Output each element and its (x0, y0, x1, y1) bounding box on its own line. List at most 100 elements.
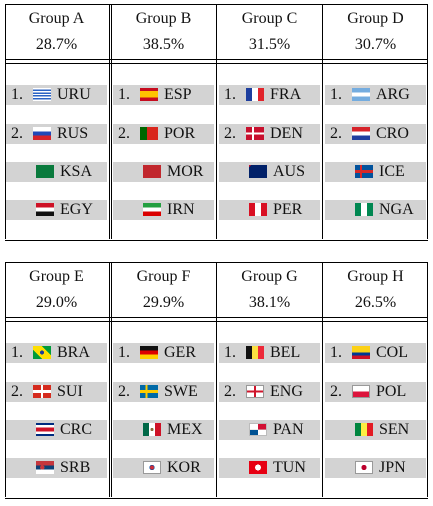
team-row: 1. BEL (219, 343, 320, 363)
group-percentage: 29.9% (142, 294, 185, 311)
sui-flag-icon (33, 385, 51, 398)
team-row: CRC (6, 420, 107, 440)
team-row: 2. SWE (113, 382, 214, 402)
group-c-header: Group C 31.5% (218, 5, 321, 59)
srb-flag-icon (36, 461, 54, 474)
team-code: KSA (60, 163, 93, 180)
group-percentage: 28.7% (35, 36, 78, 53)
team-row: 1. ESP (113, 85, 214, 105)
team-code: MEX (167, 421, 203, 438)
team-code: MOR (167, 163, 204, 180)
team-code: POR (164, 125, 196, 142)
group-name: Group E (29, 268, 84, 285)
team-code: EGY (60, 201, 93, 218)
group-percentage: 38.5% (142, 36, 185, 53)
team-row: TUN (219, 458, 320, 478)
pan-flag-icon (249, 423, 267, 436)
team-row: 2. POL (325, 382, 426, 402)
group-a-teams: 1. URU 2. RUS KSA EGY (5, 64, 108, 240)
col-flag-icon (352, 346, 370, 359)
pol-flag-icon (352, 385, 370, 398)
group-percentage: 30.7% (354, 36, 397, 53)
team-row: ICE (325, 162, 426, 182)
group-percentage: 38.1% (248, 294, 291, 311)
border-right (427, 4, 428, 239)
group-percentage: 29.0% (35, 294, 78, 311)
sen-flag-icon (355, 423, 373, 436)
team-rank: 2. (118, 383, 130, 400)
teams-body: 1. BRA 2. SUI CRC SRB 1. GER 2. SWE MEX KOR 1. BEL 2… (5, 321, 428, 499)
team-row: JPN (325, 458, 426, 478)
ice-flag-icon (355, 165, 373, 178)
team-row: 1. ARG (325, 85, 426, 105)
team-row: 2. RUS (6, 124, 107, 144)
aus-flag-icon (249, 165, 267, 178)
column-divider (109, 4, 110, 239)
team-code: ICE (379, 163, 405, 180)
swe-flag-icon (140, 385, 158, 398)
team-rank: 1. (330, 344, 342, 361)
team-code: SWE (164, 383, 198, 400)
team-rank: 1. (330, 86, 342, 103)
ksa-flag-icon (36, 165, 54, 178)
team-row: KSA (6, 162, 107, 182)
column-divider (322, 4, 323, 239)
team-code: DEN (270, 125, 303, 142)
ger-flag-icon (140, 346, 158, 359)
por-flag-icon (140, 127, 158, 140)
team-row: MOR (113, 162, 214, 182)
column-divider (322, 262, 323, 497)
border-left (5, 4, 6, 239)
nga-flag-icon (355, 203, 373, 216)
teams-body: 1. URU 2. RUS KSA EGY 1. ESP 2. POR MOR IRN 1. FRA 2… (5, 63, 428, 241)
team-code: IRN (167, 201, 195, 218)
group-name: Group H (347, 268, 404, 285)
irn-flag-icon (143, 203, 161, 216)
team-row: SRB (6, 458, 107, 478)
border-right (427, 262, 428, 497)
group-h-teams: 1. COL 2. POL SEN JPN (324, 322, 427, 498)
bra-flag-icon (33, 346, 51, 359)
team-code: ARG (376, 86, 410, 103)
tun-flag-icon (249, 461, 267, 474)
group-d-teams: 1. ARG 2. CRO ICE NGA (324, 64, 427, 240)
team-row: KOR (113, 458, 214, 478)
arg-flag-icon (352, 88, 370, 101)
group-name: Group G (241, 268, 298, 285)
rus-flag-icon (33, 127, 51, 140)
team-rank: 2. (224, 383, 236, 400)
team-row: AUS (219, 162, 320, 182)
column-divider (111, 262, 112, 497)
group-b-header: Group B 38.5% (112, 5, 215, 59)
team-row: PER (219, 200, 320, 220)
group-c-teams: 1. FRA 2. DEN AUS PER (218, 64, 321, 240)
team-rank: 1. (224, 344, 236, 361)
team-row: 1. BRA (6, 343, 107, 363)
group-a-header: Group A 28.7% (5, 5, 108, 59)
team-rank: 1. (118, 344, 130, 361)
team-row: SEN (325, 420, 426, 440)
team-code: ENG (270, 383, 303, 400)
team-code: SEN (379, 421, 410, 438)
team-code: POL (376, 383, 407, 400)
team-code: COL (376, 344, 408, 361)
group-name: Group C (241, 10, 298, 27)
team-code: URU (57, 86, 91, 103)
team-row: PAN (219, 420, 320, 440)
team-code: GER (164, 344, 196, 361)
group-h-header: Group H 26.5% (324, 263, 427, 317)
team-rank: 2. (330, 383, 342, 400)
group-e-header: Group E 29.0% (5, 263, 108, 317)
column-divider (109, 262, 110, 497)
mex-flag-icon (143, 423, 161, 436)
group-percentage: 31.5% (248, 36, 291, 53)
header-row: Group E 29.0% Group F 29.9% Group G 38.1… (5, 262, 428, 318)
team-code: SUI (57, 383, 83, 400)
team-code: JPN (379, 459, 406, 476)
group-f-header: Group F 29.9% (112, 263, 215, 317)
team-row: IRN (113, 200, 214, 220)
egy-flag-icon (36, 203, 54, 216)
team-rank: 2. (118, 125, 130, 142)
group-d-header: Group D 30.7% (324, 5, 427, 59)
team-row: MEX (113, 420, 214, 440)
